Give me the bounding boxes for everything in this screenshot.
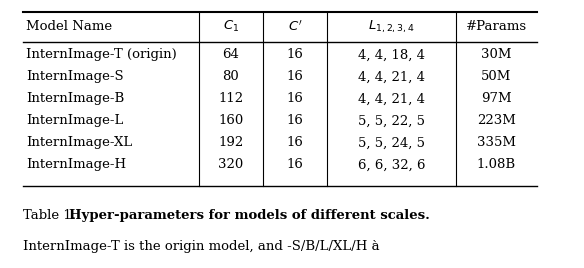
Text: 6, 6, 32, 6: 6, 6, 32, 6 <box>357 158 425 171</box>
Text: InternImage-XL: InternImage-XL <box>26 136 133 149</box>
Text: 16: 16 <box>287 114 303 127</box>
Text: InternImage-S: InternImage-S <box>26 70 124 83</box>
Text: 16: 16 <box>287 136 303 149</box>
Text: 16: 16 <box>287 70 303 83</box>
Text: 4, 4, 21, 4: 4, 4, 21, 4 <box>358 70 425 83</box>
Text: 16: 16 <box>287 158 303 171</box>
Text: 4, 4, 21, 4: 4, 4, 21, 4 <box>358 92 425 105</box>
Text: 112: 112 <box>218 92 244 105</box>
Text: InternImage-T (origin): InternImage-T (origin) <box>26 49 177 61</box>
Text: Model Name: Model Name <box>26 20 112 33</box>
Text: 335M: 335M <box>477 136 516 149</box>
Text: 160: 160 <box>218 114 244 127</box>
Text: InternImage-B: InternImage-B <box>26 92 124 105</box>
Text: 97M: 97M <box>481 92 512 105</box>
Text: 50M: 50M <box>481 70 512 83</box>
Text: Table 1.: Table 1. <box>23 209 85 222</box>
Text: InternImage-L: InternImage-L <box>26 114 124 127</box>
Text: 16: 16 <box>287 92 303 105</box>
Text: 5, 5, 22, 5: 5, 5, 22, 5 <box>358 114 425 127</box>
Text: 5, 5, 24, 5: 5, 5, 24, 5 <box>358 136 425 149</box>
Text: Hyper-parameters for models of different scales.: Hyper-parameters for models of different… <box>69 209 430 222</box>
Text: 320: 320 <box>218 158 244 171</box>
Text: 4, 4, 18, 4: 4, 4, 18, 4 <box>358 49 425 61</box>
Text: 64: 64 <box>223 49 239 61</box>
Text: #Params: #Params <box>466 20 527 33</box>
Text: $C_1$: $C_1$ <box>223 19 239 34</box>
Text: 192: 192 <box>218 136 244 149</box>
Text: InternImage-T is the origin model, and -S/B/L/XL/H à: InternImage-T is the origin model, and -… <box>23 240 380 253</box>
Text: $L_{1,2,3,4}$: $L_{1,2,3,4}$ <box>368 18 415 35</box>
Text: $C'$: $C'$ <box>288 20 302 34</box>
Text: 30M: 30M <box>481 49 512 61</box>
Text: 223M: 223M <box>477 114 516 127</box>
Text: 1.08B: 1.08B <box>477 158 516 171</box>
Text: 16: 16 <box>287 49 303 61</box>
Text: InternImage-H: InternImage-H <box>26 158 126 171</box>
Text: 80: 80 <box>223 70 239 83</box>
